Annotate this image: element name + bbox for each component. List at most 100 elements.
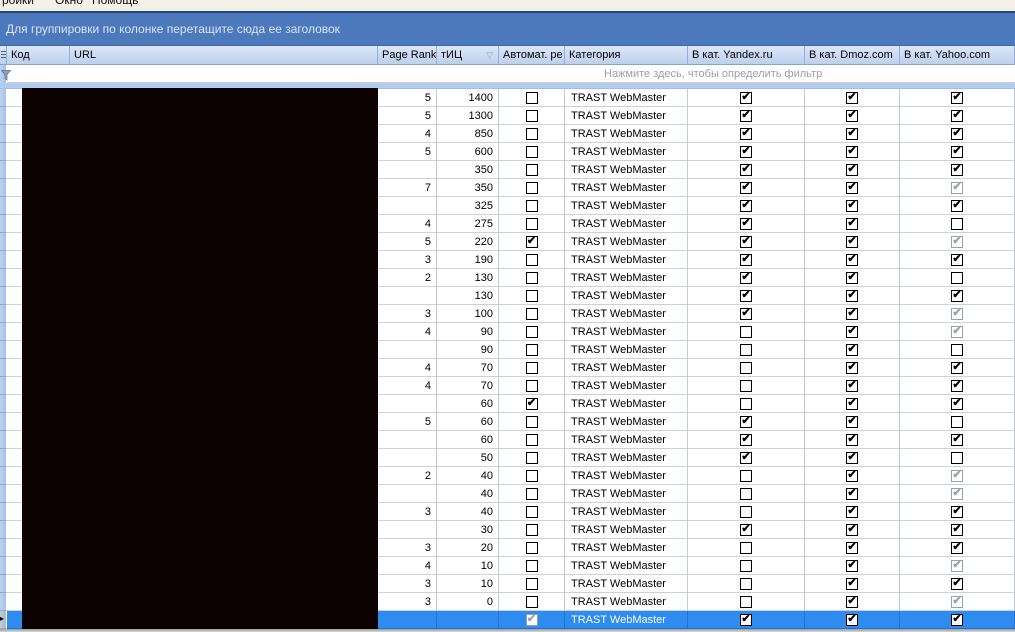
yahoo-checkbox[interactable]: ✔	[951, 595, 963, 608]
yahoo-checkbox[interactable]: ✔	[951, 271, 963, 284]
yandex-checkbox[interactable]: ✔	[740, 109, 752, 122]
yahoo-checkbox[interactable]: ✔	[951, 199, 963, 212]
row-indicator[interactable]	[0, 503, 7, 521]
row-indicator[interactable]	[0, 89, 7, 107]
column-header-category[interactable]: Категория	[565, 46, 688, 65]
dmoz-checkbox[interactable]: ✔	[846, 361, 858, 374]
column-header-url[interactable]: URL	[70, 46, 378, 65]
yandex-checkbox[interactable]: ✔	[740, 397, 752, 410]
row-indicator[interactable]	[0, 215, 7, 233]
row-indicator[interactable]	[0, 323, 7, 341]
yandex-checkbox[interactable]: ✔	[740, 595, 752, 608]
yandex-checkbox[interactable]: ✔	[740, 181, 752, 194]
row-indicator[interactable]	[0, 557, 7, 575]
dmoz-checkbox[interactable]: ✔	[846, 235, 858, 248]
row-indicator[interactable]	[0, 467, 7, 485]
dmoz-checkbox[interactable]: ✔	[846, 145, 858, 158]
yandex-checkbox[interactable]: ✔	[740, 145, 752, 158]
yandex-checkbox[interactable]: ✔	[740, 451, 752, 464]
column-header-kod[interactable]: Код	[7, 46, 70, 65]
yahoo-checkbox[interactable]: ✔	[951, 523, 963, 536]
yahoo-checkbox[interactable]: ✔	[951, 307, 963, 320]
yahoo-checkbox[interactable]: ✔	[951, 361, 963, 374]
dmoz-checkbox[interactable]: ✔	[846, 379, 858, 392]
column-header-yandex[interactable]: В кат. Yandex.ru	[688, 46, 805, 65]
yahoo-checkbox[interactable]: ✔	[951, 127, 963, 140]
auto-checkbox[interactable]: ✔	[525, 235, 538, 248]
auto-checkbox[interactable]: ✔	[525, 253, 538, 266]
yahoo-checkbox[interactable]: ✔	[951, 109, 963, 122]
row-indicator[interactable]	[0, 233, 7, 251]
row-indicator[interactable]	[0, 305, 7, 323]
row-indicator[interactable]	[0, 143, 7, 161]
yahoo-checkbox[interactable]: ✔	[951, 613, 963, 626]
yahoo-checkbox[interactable]: ✔	[951, 325, 963, 338]
yandex-checkbox[interactable]: ✔	[740, 559, 752, 572]
auto-checkbox[interactable]: ✔	[525, 199, 538, 212]
dmoz-checkbox[interactable]: ✔	[846, 577, 858, 590]
row-indicator[interactable]	[0, 521, 7, 539]
yandex-checkbox[interactable]: ✔	[740, 199, 752, 212]
auto-checkbox[interactable]: ✔	[525, 595, 538, 608]
dmoz-checkbox[interactable]: ✔	[846, 127, 858, 140]
yahoo-checkbox[interactable]: ✔	[951, 343, 963, 356]
dmoz-checkbox[interactable]: ✔	[846, 541, 858, 554]
yahoo-checkbox[interactable]: ✔	[951, 487, 963, 500]
auto-checkbox[interactable]: ✔	[525, 163, 538, 176]
dmoz-checkbox[interactable]: ✔	[846, 199, 858, 212]
row-indicator[interactable]	[0, 197, 7, 215]
yahoo-checkbox[interactable]: ✔	[951, 145, 963, 158]
yahoo-checkbox[interactable]: ✔	[951, 289, 963, 302]
dmoz-checkbox[interactable]: ✔	[846, 487, 858, 500]
yahoo-checkbox[interactable]: ✔	[951, 469, 963, 482]
dmoz-checkbox[interactable]: ✔	[846, 325, 858, 338]
yahoo-checkbox[interactable]: ✔	[951, 505, 963, 518]
yandex-checkbox[interactable]: ✔	[740, 523, 752, 536]
auto-checkbox[interactable]: ✔	[525, 379, 538, 392]
column-header-page_rank[interactable]: Page Rank	[378, 46, 437, 65]
auto-checkbox[interactable]: ✔	[525, 613, 538, 626]
dmoz-checkbox[interactable]: ✔	[846, 433, 858, 446]
column-header-yahoo[interactable]: В кат. Yahoo.com	[900, 46, 1015, 65]
row-indicator[interactable]	[0, 161, 7, 179]
row-indicator[interactable]	[0, 449, 7, 467]
yandex-checkbox[interactable]: ✔	[740, 379, 752, 392]
row-indicator[interactable]	[0, 413, 7, 431]
yandex-checkbox[interactable]: ✔	[740, 289, 752, 302]
dmoz-checkbox[interactable]: ✔	[846, 163, 858, 176]
indicator-header-cell[interactable]	[0, 46, 7, 65]
yahoo-checkbox[interactable]: ✔	[951, 379, 963, 392]
row-indicator[interactable]	[0, 359, 7, 377]
yandex-checkbox[interactable]: ✔	[740, 253, 752, 266]
row-indicator[interactable]	[0, 107, 7, 125]
dmoz-checkbox[interactable]: ✔	[846, 253, 858, 266]
yandex-checkbox[interactable]: ✔	[740, 343, 752, 356]
column-header-dmoz[interactable]: В кат. Dmoz.com	[805, 46, 900, 65]
yahoo-checkbox[interactable]: ✔	[951, 397, 963, 410]
yandex-checkbox[interactable]: ✔	[740, 127, 752, 140]
auto-checkbox[interactable]: ✔	[525, 415, 538, 428]
yandex-checkbox[interactable]: ✔	[740, 577, 752, 590]
row-indicator[interactable]	[0, 179, 7, 197]
yandex-checkbox[interactable]: ✔	[740, 415, 752, 428]
auto-checkbox[interactable]: ✔	[525, 109, 538, 122]
dmoz-checkbox[interactable]: ✔	[846, 91, 858, 104]
auto-checkbox[interactable]: ✔	[525, 271, 538, 284]
row-indicator[interactable]	[0, 269, 7, 287]
yahoo-checkbox[interactable]: ✔	[951, 577, 963, 590]
column-header-auto[interactable]: Автомат. ре	[499, 46, 565, 65]
dmoz-checkbox[interactable]: ✔	[846, 343, 858, 356]
yahoo-checkbox[interactable]: ✔	[951, 559, 963, 572]
yahoo-checkbox[interactable]: ✔	[951, 415, 963, 428]
dmoz-checkbox[interactable]: ✔	[846, 523, 858, 536]
dmoz-checkbox[interactable]: ✔	[846, 307, 858, 320]
auto-checkbox[interactable]: ✔	[525, 397, 538, 410]
yahoo-checkbox[interactable]: ✔	[951, 541, 963, 554]
auto-checkbox[interactable]: ✔	[525, 541, 538, 554]
yandex-checkbox[interactable]: ✔	[740, 235, 752, 248]
dmoz-checkbox[interactable]: ✔	[846, 397, 858, 410]
menu-item-2[interactable]: Окно	[55, 0, 83, 7]
yahoo-checkbox[interactable]: ✔	[951, 181, 963, 194]
yandex-checkbox[interactable]: ✔	[740, 541, 752, 554]
auto-checkbox[interactable]: ✔	[525, 127, 538, 140]
